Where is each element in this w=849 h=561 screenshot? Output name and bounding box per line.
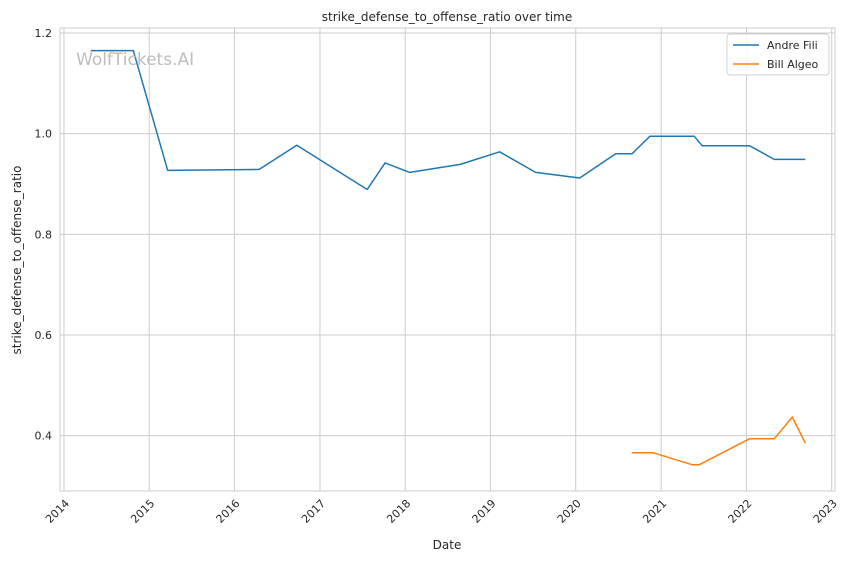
plot-frame — [59, 27, 836, 492]
y-axis-label: strike_defense_to_offense_ratio — [10, 166, 24, 355]
legend-label: Bill Algeo — [767, 58, 819, 71]
grid — [60, 28, 835, 491]
y-tick-label: 0.8 — [35, 228, 53, 241]
watermark: WolfTickets.AI — [76, 50, 194, 70]
y-tick-label: 0.4 — [35, 430, 53, 443]
y-tick-label: 0.6 — [35, 329, 53, 342]
x-axis-label: Date — [433, 538, 462, 552]
chart-title: strike_defense_to_offense_ratio over tim… — [322, 10, 572, 24]
series-line-andre-fili — [90, 49, 806, 191]
y-tick-label: 1.2 — [35, 27, 53, 40]
legend: Andre Fili Bill Algeo — [726, 33, 830, 76]
legend-label: Andre Fili — [767, 39, 818, 52]
series-layer — [90, 49, 806, 466]
y-tick-label: 1.0 — [35, 128, 53, 141]
series-line-bill-algeo — [632, 416, 806, 466]
